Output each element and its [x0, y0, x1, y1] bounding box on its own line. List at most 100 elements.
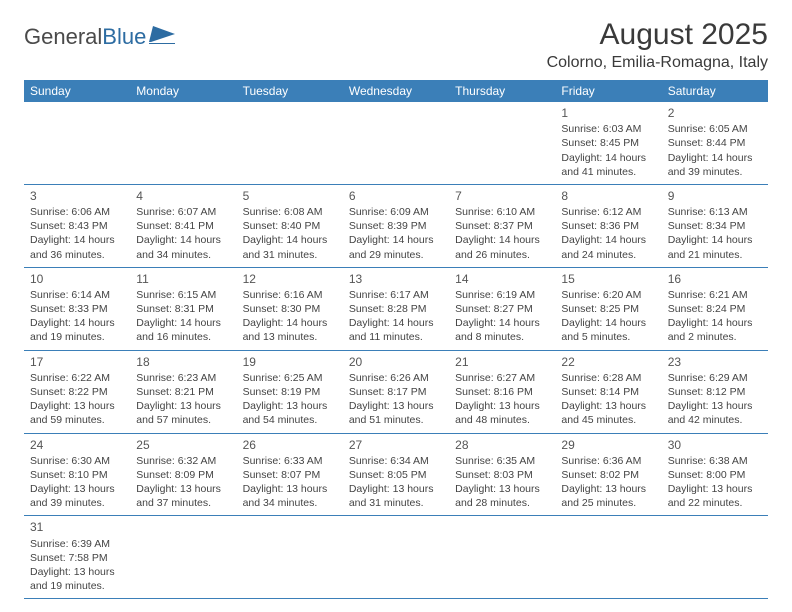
sunset-line: Sunset: 7:58 PM: [30, 551, 124, 565]
day-cell: 2Sunrise: 6:05 AMSunset: 8:44 PMDaylight…: [662, 102, 768, 184]
sunrise-line: Sunrise: 6:07 AM: [136, 205, 230, 219]
day-cell: 19Sunrise: 6:25 AMSunset: 8:19 PMDayligh…: [237, 351, 343, 433]
daylight-line: Daylight: 13 hours and 19 minutes.: [30, 565, 124, 593]
week-row: 17Sunrise: 6:22 AMSunset: 8:22 PMDayligh…: [24, 351, 768, 434]
day-cell: 6Sunrise: 6:09 AMSunset: 8:39 PMDaylight…: [343, 185, 449, 267]
sunset-line: Sunset: 8:09 PM: [136, 468, 230, 482]
daylight-line: Daylight: 13 hours and 51 minutes.: [349, 399, 443, 427]
sunset-line: Sunset: 8:44 PM: [668, 136, 762, 150]
day-cell: 22Sunrise: 6:28 AMSunset: 8:14 PMDayligh…: [555, 351, 661, 433]
day-cell: 16Sunrise: 6:21 AMSunset: 8:24 PMDayligh…: [662, 268, 768, 350]
daylight-line: Daylight: 13 hours and 25 minutes.: [561, 482, 655, 510]
day-cell: [555, 516, 661, 598]
sunset-line: Sunset: 8:07 PM: [243, 468, 337, 482]
sunset-line: Sunset: 8:36 PM: [561, 219, 655, 233]
day-number: 15: [561, 271, 655, 287]
weeks-container: 1Sunrise: 6:03 AMSunset: 8:45 PMDaylight…: [24, 102, 768, 599]
sunset-line: Sunset: 8:40 PM: [243, 219, 337, 233]
header: GeneralBlue August 2025 Colorno, Emilia-…: [24, 18, 768, 72]
sunrise-line: Sunrise: 6:05 AM: [668, 122, 762, 136]
title-block: August 2025 Colorno, Emilia-Romagna, Ita…: [547, 18, 768, 72]
day-cell: 17Sunrise: 6:22 AMSunset: 8:22 PMDayligh…: [24, 351, 130, 433]
sunset-line: Sunset: 8:34 PM: [668, 219, 762, 233]
sunset-line: Sunset: 8:16 PM: [455, 385, 549, 399]
sunset-line: Sunset: 8:12 PM: [668, 385, 762, 399]
day-number: 29: [561, 437, 655, 453]
week-row: 24Sunrise: 6:30 AMSunset: 8:10 PMDayligh…: [24, 434, 768, 517]
day-cell: [449, 102, 555, 184]
day-cell: 31Sunrise: 6:39 AMSunset: 7:58 PMDayligh…: [24, 516, 130, 598]
sunset-line: Sunset: 8:02 PM: [561, 468, 655, 482]
sunset-line: Sunset: 8:00 PM: [668, 468, 762, 482]
sunset-line: Sunset: 8:10 PM: [30, 468, 124, 482]
day-cell: 13Sunrise: 6:17 AMSunset: 8:28 PMDayligh…: [343, 268, 449, 350]
day-cell: 14Sunrise: 6:19 AMSunset: 8:27 PMDayligh…: [449, 268, 555, 350]
flag-icon: [149, 24, 175, 50]
daylight-line: Daylight: 13 hours and 45 minutes.: [561, 399, 655, 427]
location: Colorno, Emilia-Romagna, Italy: [547, 54, 768, 72]
daylight-line: Daylight: 14 hours and 39 minutes.: [668, 151, 762, 179]
day-cell: [449, 516, 555, 598]
day-cell: [24, 102, 130, 184]
sunrise-line: Sunrise: 6:03 AM: [561, 122, 655, 136]
sunset-line: Sunset: 8:33 PM: [30, 302, 124, 316]
day-cell: 8Sunrise: 6:12 AMSunset: 8:36 PMDaylight…: [555, 185, 661, 267]
daylight-line: Daylight: 13 hours and 28 minutes.: [455, 482, 549, 510]
sunset-line: Sunset: 8:14 PM: [561, 385, 655, 399]
sunrise-line: Sunrise: 6:35 AM: [455, 454, 549, 468]
weekday-header-row: SundayMondayTuesdayWednesdayThursdayFrid…: [24, 80, 768, 102]
day-cell: 25Sunrise: 6:32 AMSunset: 8:09 PMDayligh…: [130, 434, 236, 516]
sunrise-line: Sunrise: 6:23 AM: [136, 371, 230, 385]
day-cell: 27Sunrise: 6:34 AMSunset: 8:05 PMDayligh…: [343, 434, 449, 516]
day-number: 27: [349, 437, 443, 453]
daylight-line: Daylight: 14 hours and 19 minutes.: [30, 316, 124, 344]
weekday-header: Monday: [130, 80, 236, 102]
logo: GeneralBlue: [24, 18, 175, 50]
day-cell: 21Sunrise: 6:27 AMSunset: 8:16 PMDayligh…: [449, 351, 555, 433]
sunset-line: Sunset: 8:19 PM: [243, 385, 337, 399]
day-number: 30: [668, 437, 762, 453]
day-number: 16: [668, 271, 762, 287]
day-cell: 29Sunrise: 6:36 AMSunset: 8:02 PMDayligh…: [555, 434, 661, 516]
day-number: 14: [455, 271, 549, 287]
daylight-line: Daylight: 13 hours and 22 minutes.: [668, 482, 762, 510]
day-number: 22: [561, 354, 655, 370]
day-cell: 3Sunrise: 6:06 AMSunset: 8:43 PMDaylight…: [24, 185, 130, 267]
daylight-line: Daylight: 13 hours and 42 minutes.: [668, 399, 762, 427]
daylight-line: Daylight: 14 hours and 41 minutes.: [561, 151, 655, 179]
daylight-line: Daylight: 14 hours and 2 minutes.: [668, 316, 762, 344]
sunrise-line: Sunrise: 6:38 AM: [668, 454, 762, 468]
day-number: 26: [243, 437, 337, 453]
daylight-line: Daylight: 14 hours and 29 minutes.: [349, 233, 443, 261]
week-row: 10Sunrise: 6:14 AMSunset: 8:33 PMDayligh…: [24, 268, 768, 351]
daylight-line: Daylight: 14 hours and 16 minutes.: [136, 316, 230, 344]
day-cell: [237, 516, 343, 598]
day-number: 20: [349, 354, 443, 370]
daylight-line: Daylight: 13 hours and 48 minutes.: [455, 399, 549, 427]
daylight-line: Daylight: 13 hours and 39 minutes.: [30, 482, 124, 510]
day-cell: 7Sunrise: 6:10 AMSunset: 8:37 PMDaylight…: [449, 185, 555, 267]
daylight-line: Daylight: 13 hours and 34 minutes.: [243, 482, 337, 510]
weekday-header: Sunday: [24, 80, 130, 102]
sunrise-line: Sunrise: 6:09 AM: [349, 205, 443, 219]
day-cell: 1Sunrise: 6:03 AMSunset: 8:45 PMDaylight…: [555, 102, 661, 184]
day-number: 12: [243, 271, 337, 287]
sunrise-line: Sunrise: 6:13 AM: [668, 205, 762, 219]
weekday-header: Saturday: [662, 80, 768, 102]
day-cell: [343, 516, 449, 598]
day-cell: 28Sunrise: 6:35 AMSunset: 8:03 PMDayligh…: [449, 434, 555, 516]
sunrise-line: Sunrise: 6:08 AM: [243, 205, 337, 219]
sunrise-line: Sunrise: 6:06 AM: [30, 205, 124, 219]
sunrise-line: Sunrise: 6:34 AM: [349, 454, 443, 468]
sunset-line: Sunset: 8:25 PM: [561, 302, 655, 316]
daylight-line: Daylight: 14 hours and 13 minutes.: [243, 316, 337, 344]
sunset-line: Sunset: 8:27 PM: [455, 302, 549, 316]
day-number: 25: [136, 437, 230, 453]
week-row: 1Sunrise: 6:03 AMSunset: 8:45 PMDaylight…: [24, 102, 768, 185]
sunrise-line: Sunrise: 6:16 AM: [243, 288, 337, 302]
sunrise-line: Sunrise: 6:26 AM: [349, 371, 443, 385]
sunrise-line: Sunrise: 6:36 AM: [561, 454, 655, 468]
sunset-line: Sunset: 8:21 PM: [136, 385, 230, 399]
sunset-line: Sunset: 8:39 PM: [349, 219, 443, 233]
day-cell: [130, 102, 236, 184]
